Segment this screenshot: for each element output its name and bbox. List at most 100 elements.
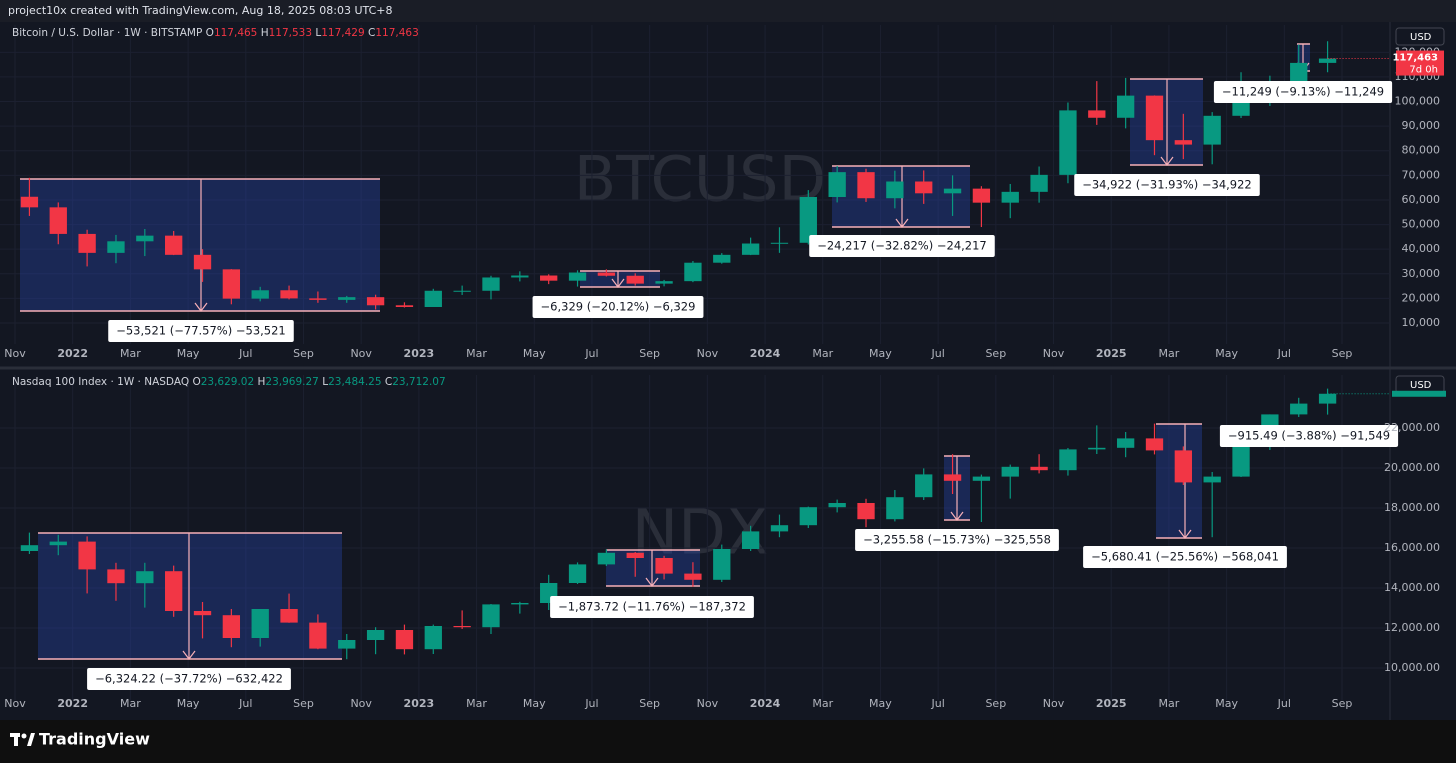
- x-tick-label: Nov: [350, 697, 372, 710]
- candle-body: [741, 531, 760, 549]
- x-tick-label: Mar: [120, 697, 141, 710]
- currency-button[interactable]: [1395, 27, 1445, 46]
- candle-body: [1116, 438, 1135, 448]
- ohlc-label: O: [192, 376, 200, 388]
- ohlc-label: C: [368, 27, 375, 39]
- candle-body: [684, 573, 702, 580]
- candle-body: [280, 609, 298, 623]
- x-tick-label: Nov: [1043, 697, 1065, 710]
- measure-arrowhead: [895, 218, 909, 228]
- y-tick-label: 10,000.00: [1384, 661, 1440, 674]
- candle-body: [222, 269, 241, 299]
- x-tick-label: Jul: [238, 347, 252, 360]
- y-tick-label: 50,000: [1402, 218, 1441, 231]
- candle-body: [222, 615, 241, 638]
- candle-body: [857, 503, 875, 520]
- y-tick-label: 80,000: [1402, 144, 1441, 157]
- candle-body: [107, 569, 125, 584]
- measure-arrowhead: [194, 302, 208, 312]
- candle-body: [828, 172, 846, 198]
- ohlc-label: O: [206, 27, 214, 39]
- x-tick-label: May: [869, 347, 892, 360]
- logo-slash: [27, 733, 35, 746]
- candle-body: [424, 626, 442, 650]
- x-tick-label: May: [1215, 347, 1238, 360]
- x-tick-label: May: [523, 697, 546, 710]
- measure-label: −6,324.22 (−37.72%) −632,422: [95, 672, 283, 686]
- measure-label: −11,249 (−9.13%) −11,249: [1222, 85, 1384, 99]
- candle-body: [597, 552, 616, 565]
- x-tick-label: Mar: [120, 347, 141, 360]
- price-tag: [1392, 390, 1446, 397]
- x-tick-label: 2025: [1096, 347, 1127, 360]
- x-tick-label: Sep: [293, 697, 314, 710]
- x-tick-label: Sep: [985, 347, 1006, 360]
- x-tick-label: Sep: [1332, 697, 1353, 710]
- brand-logo: [10, 733, 35, 746]
- ohlc-value: 117,533: [269, 27, 312, 39]
- candle-body: [338, 640, 356, 649]
- x-tick-label: May: [1215, 697, 1238, 710]
- ohlc-label: C: [385, 376, 392, 388]
- ohlc-label: L: [322, 376, 328, 388]
- candle-body: [1290, 62, 1308, 85]
- measure-label-box: [1083, 546, 1287, 568]
- x-tick-label: Jul: [238, 697, 252, 710]
- candle-body: [338, 297, 356, 300]
- candle-body: [395, 305, 414, 308]
- candle-body: [1232, 441, 1250, 477]
- x-tick-label: May: [177, 697, 200, 710]
- candle-body: [511, 275, 529, 278]
- candle-body: [770, 525, 789, 532]
- x-tick-label: May: [177, 347, 200, 360]
- candle-body: [1001, 466, 1019, 477]
- candle-body: [424, 290, 442, 308]
- candle-body: [943, 188, 962, 194]
- candle-body: [597, 272, 616, 276]
- x-tick-label: Mar: [466, 697, 487, 710]
- candle-body: [165, 571, 183, 611]
- x-tick-label: 2022: [57, 697, 88, 710]
- candle-body: [857, 172, 875, 199]
- candle-body: [972, 476, 991, 481]
- x-tick-label: May: [523, 347, 546, 360]
- x-tick-label: Jul: [930, 697, 944, 710]
- candle-body: [251, 609, 269, 638]
- ohlc-value: 23,969.27: [265, 376, 318, 388]
- candle-body: [395, 630, 414, 650]
- x-tick-label: Sep: [985, 697, 1006, 710]
- x-tick-label: 2025: [1096, 697, 1127, 710]
- measure-box: [20, 179, 380, 311]
- candle-body: [193, 254, 212, 270]
- x-tick-label: Nov: [4, 347, 26, 360]
- x-tick-label: Jul: [584, 697, 598, 710]
- y-tick-label: 70,000: [1402, 168, 1441, 181]
- x-tick-label: Jul: [1277, 697, 1291, 710]
- candle-body: [915, 474, 933, 498]
- ohlc-value: 23,629.02: [201, 376, 254, 388]
- candle-body: [655, 281, 673, 284]
- candle-body: [78, 233, 96, 253]
- symbol-title: Nasdaq 100 Index · 1W · NASDAQ: [12, 376, 189, 388]
- measure-label: −6,329 (−20.12%) −6,329: [541, 300, 696, 314]
- footer: [0, 720, 1456, 763]
- candle-body: [136, 235, 154, 242]
- x-tick-label: Jul: [1277, 347, 1291, 360]
- x-tick-label: 2023: [404, 697, 435, 710]
- candle-body: [309, 622, 327, 649]
- y-tick-label: 40,000: [1402, 242, 1441, 255]
- x-tick-label: Nov: [4, 697, 26, 710]
- candle-body: [943, 474, 962, 481]
- candle-body: [713, 254, 731, 263]
- candle-body: [770, 242, 789, 244]
- candle-body: [626, 275, 644, 284]
- candle-body: [49, 207, 67, 234]
- candle-body: [886, 181, 904, 199]
- x-tick-label: Nov: [1043, 347, 1065, 360]
- candle-body: [1088, 447, 1106, 450]
- candle-body: [20, 545, 39, 551]
- measure-label: −53,521 (−77.57%) −53,521: [116, 324, 286, 338]
- ohlc-label: L: [315, 27, 321, 39]
- candle-body: [511, 603, 529, 605]
- candle-body: [1290, 403, 1308, 415]
